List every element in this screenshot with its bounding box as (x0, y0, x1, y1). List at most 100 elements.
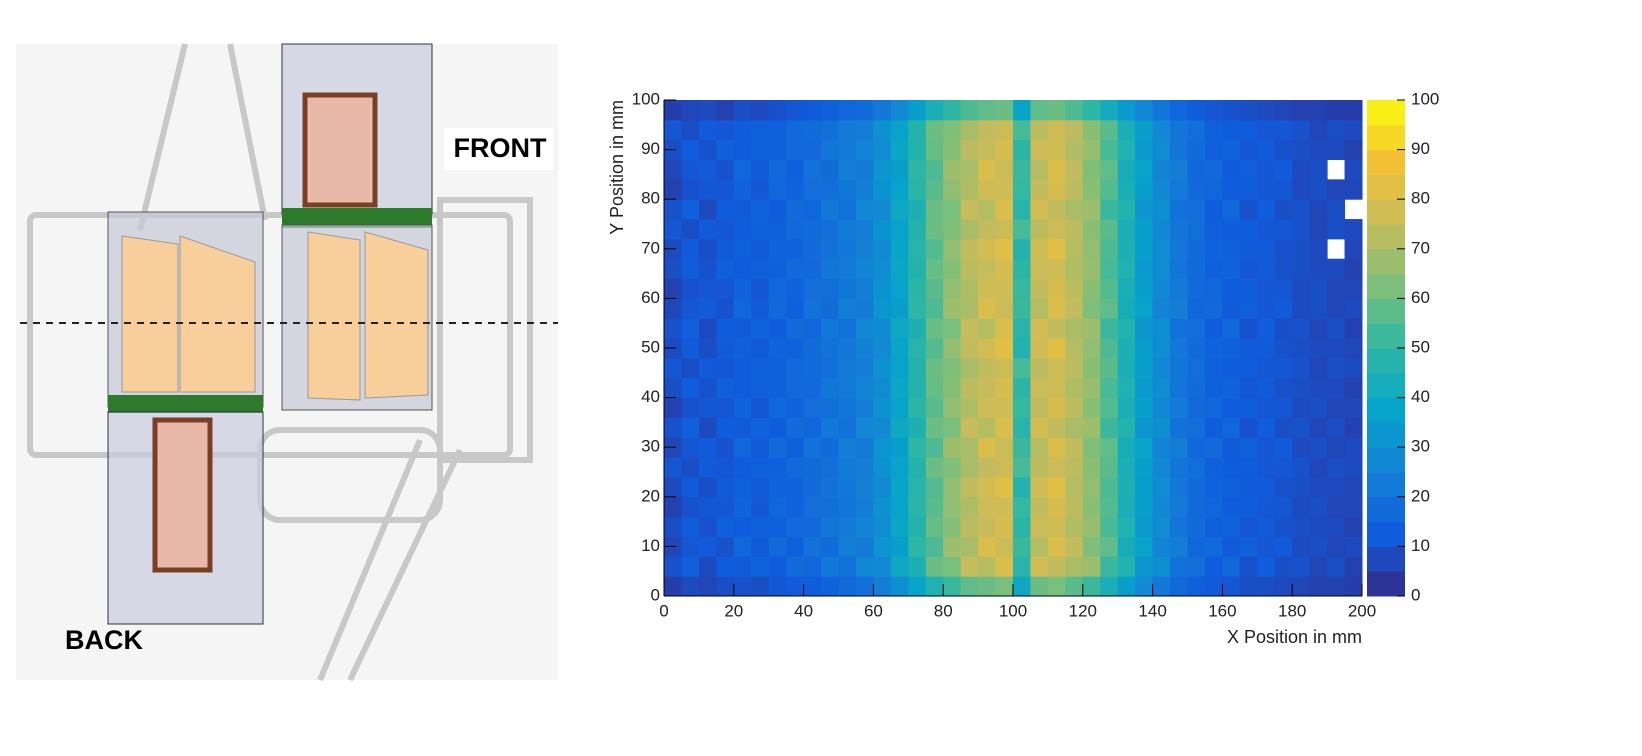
heatmap-cell (890, 338, 909, 359)
heatmap-cell (751, 556, 770, 577)
heatmap-cell (1013, 437, 1031, 458)
heatmap-cell (1187, 119, 1206, 141)
heatmap-cell (1187, 556, 1206, 577)
heatmap-cell (698, 377, 717, 399)
heatmap-cell (681, 457, 700, 478)
heatmap-cell (1239, 397, 1258, 418)
heatmap-cell (733, 377, 752, 399)
heatmap-cell (1327, 100, 1346, 121)
heatmap-cell (1239, 377, 1258, 399)
y-tick-label: 80 (641, 189, 660, 208)
heatmap-cell (890, 457, 909, 478)
heatmap-cell (716, 139, 735, 161)
heatmap-cell (821, 377, 839, 399)
heatmap-cell (1117, 516, 1136, 537)
heatmap-cell (838, 476, 857, 498)
heatmap-cell (1204, 278, 1223, 299)
heatmap-cell (681, 238, 700, 260)
heatmap-cell (733, 278, 752, 299)
heatmap-cell (1257, 536, 1276, 557)
heatmap-cell (1239, 476, 1258, 498)
heatmap-cell (1239, 199, 1258, 220)
heatmap-cell (978, 417, 997, 438)
heatmap-cell (1082, 100, 1101, 121)
heatmap-cell (1274, 357, 1293, 379)
heatmap-cell (978, 159, 997, 180)
y-tick-label: 70 (641, 238, 660, 257)
heatmap-cell (943, 100, 962, 121)
heatmap-cell (698, 278, 717, 299)
heatmap-cell (751, 536, 770, 557)
heatmap-cell (1257, 516, 1276, 537)
heatmap-cell (1152, 377, 1171, 399)
heatmap-cell (751, 397, 770, 418)
heatmap-cell (1082, 179, 1101, 200)
heatmap-cell (908, 496, 927, 518)
heatmap-cell (978, 318, 997, 339)
front-board (302, 92, 378, 208)
heatmap-cell (1309, 199, 1328, 220)
heatmap-cell (1257, 556, 1276, 577)
heatmap-cell (1344, 437, 1363, 458)
heatmap-cell (838, 457, 857, 478)
heatmap-cell (960, 179, 979, 200)
heatmap-cell (1274, 516, 1293, 537)
heatmap-cell (995, 318, 1014, 339)
heatmap-cell (1344, 258, 1363, 280)
heatmap-cell (873, 278, 892, 299)
heatmap-cell (1274, 397, 1293, 418)
heatmap-cell (873, 516, 892, 537)
heatmap-cell (995, 219, 1014, 240)
heatmap-cell (995, 556, 1014, 577)
heatmap-cell (1222, 238, 1241, 260)
heatmap-cell (1187, 159, 1206, 180)
heatmap-cell (1292, 556, 1311, 577)
heatmap-cell (1100, 258, 1119, 280)
heatmap-cell (1327, 298, 1346, 319)
heatmap-cell (1292, 476, 1311, 498)
colorbar-tick-label: 100 (1411, 89, 1439, 108)
heatmap-cell (821, 159, 839, 180)
heatmap-cell (681, 219, 700, 240)
heatmap-cell (1170, 476, 1188, 498)
heatmap-cell (1030, 417, 1049, 438)
heatmap-cell (768, 278, 787, 299)
heatmap-cell (1204, 476, 1223, 498)
colorbar-tick-label: 30 (1411, 437, 1430, 456)
heatmap-cell (1047, 576, 1066, 597)
heatmap-cell (1117, 496, 1136, 518)
heatmap-cell (803, 338, 822, 359)
heatmap-cell (1117, 457, 1136, 478)
heatmap-cell (855, 179, 874, 200)
heatmap-cell (890, 397, 909, 418)
heatmap-cell (1222, 397, 1241, 418)
heatmap-cell (1013, 278, 1031, 299)
heatmap-cell (681, 417, 700, 438)
heatmap-cell (1222, 219, 1241, 240)
heatmap-cell (1152, 258, 1171, 280)
heatmap-cell (664, 199, 682, 220)
heatmap-cell (1344, 457, 1363, 478)
heatmap-cell (995, 516, 1014, 537)
heatmap-cell (995, 496, 1014, 518)
heatmap-cell (733, 219, 752, 240)
heatmap-cell (1222, 278, 1241, 299)
heatmap-cell (1204, 100, 1223, 121)
heatmap-cell (1344, 278, 1363, 299)
heatmap-cell (1065, 338, 1084, 359)
heatmap-cell (1030, 298, 1049, 319)
heatmap-cell (978, 357, 997, 379)
heatmap-cell (1065, 139, 1084, 161)
heatmap-cell (1187, 417, 1206, 438)
heatmap-cell (838, 318, 857, 339)
heatmap-cell (716, 556, 735, 577)
heatmap-cell (925, 159, 944, 180)
heatmap-cell (1257, 139, 1276, 161)
heatmap-cell (786, 338, 805, 359)
heatmap-cell (873, 179, 892, 200)
heatmap-cell (1065, 357, 1084, 379)
heatmap-cell (821, 199, 839, 220)
heatmap-cell (1204, 377, 1223, 399)
heatmap-cell (855, 457, 874, 478)
heatmap-cell (716, 536, 735, 557)
